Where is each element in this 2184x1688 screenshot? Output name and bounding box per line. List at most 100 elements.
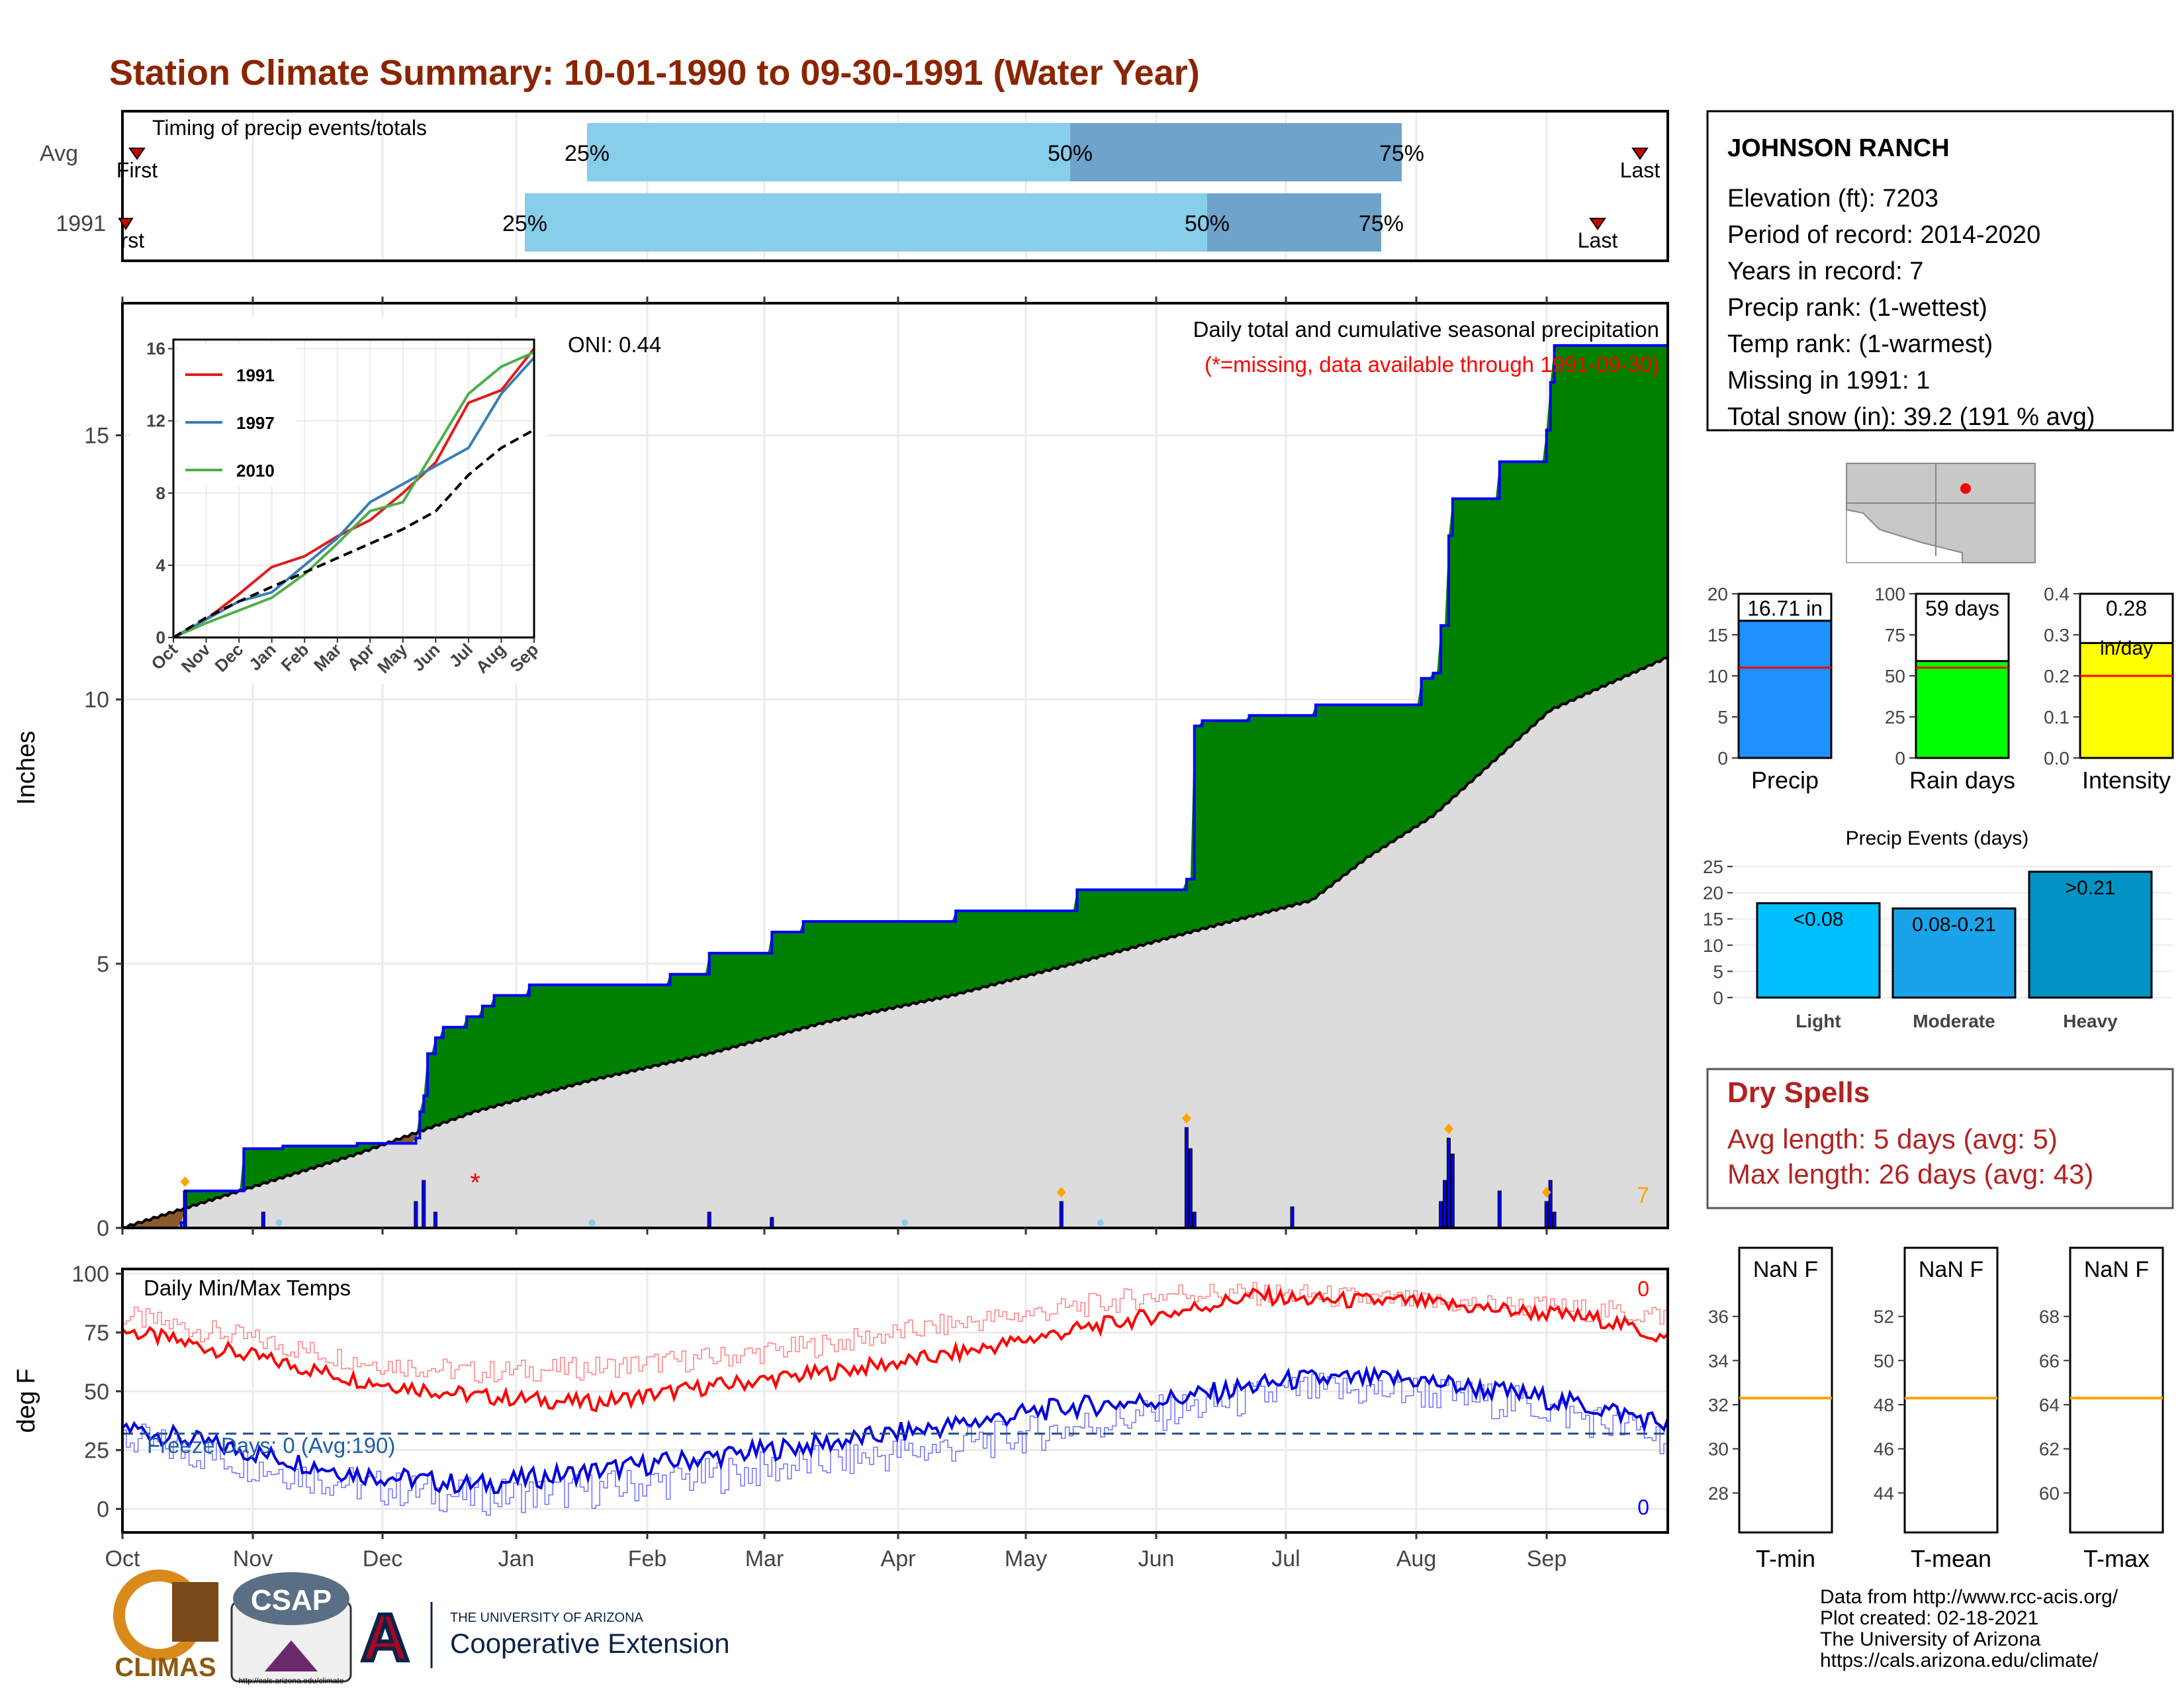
events-bar [1756,902,1881,999]
events-bar-label: Light [1796,1011,1841,1031]
inset-y-tick-label: 4 [156,555,166,575]
daily-precip-bar [770,1217,774,1229]
summary-bar-label: Precip [1751,767,1819,794]
precip-panel-title: Daily total and cumulative seasonal prec… [1193,317,1659,342]
daily-precip-bar [707,1211,711,1229]
daily-precip-bar [1439,1201,1443,1229]
dry-spells-title: Dry Spells [1727,1076,1870,1109]
max-temp-avg-line [122,1282,1668,1383]
summary-bar-value: 0.28 [2106,596,2147,620]
temp-box-tick-label: 30 [1708,1439,1729,1460]
precip-events-bars: 0 5 10 15 20 25 <0.08 Light 0.08-0.21 Moderate >0.… [1703,857,2173,1031]
precip-y-axis: 0 5 10 15 [84,424,122,1241]
events-bar-range: <0.08 [1794,908,1844,930]
temp-box-value: NaN F [1753,1257,1818,1282]
month-label: Jun [1138,1546,1175,1571]
temp-box-value: NaN F [1919,1257,1983,1282]
legend-label-2010: 2010 [236,461,275,481]
temp-summary-boxes: NaN F 28 30 32 34 36 T-min NaN F 44 46 48 50 52 T-mea… [1708,1246,2164,1572]
temp-y-label: deg F [13,1368,40,1432]
summary-bar-fill [1915,660,2010,759]
inset-y-tick-label: 16 [146,339,165,359]
avg-cumulative-line [122,656,1668,1229]
temp-box-value: NaN F [2084,1257,2149,1282]
daily-precip-bar [183,1190,187,1229]
timing-avg-bar-late [1070,123,1402,181]
daily-precip-bar [1443,1180,1447,1229]
inset-y-tick-label: 12 [146,411,165,431]
month-label: Oct [105,1546,140,1571]
inset-series-2010 [173,351,535,639]
station-years: Years in record: 7 [1727,258,1923,285]
cumulative-1991-line [122,344,1668,1229]
station-snow: Total snow (in): 39.2 (191 % avg) [1727,403,2095,431]
map-states [1846,463,2036,563]
freeze-days: Freeze Days: 0 (Avg:190) [147,1433,395,1458]
summary-bar-tick-label: 0 [1895,748,1905,769]
temp-y-tick-label: 0 [97,1497,109,1522]
temp-y-tick-label: 100 [71,1262,109,1287]
ua-big-text: Cooperative Extension [450,1628,730,1659]
temp-box-tick-label: 28 [1708,1483,1729,1503]
legend-label-1997: 1997 [236,413,275,433]
month-label: Apr [881,1546,916,1571]
daily-precip-bar [1192,1211,1197,1229]
missing-marker: * [470,1168,480,1197]
month-label: Aug [1396,1546,1437,1571]
summary-bar-fill [1737,620,1833,759]
daily-precip-bar [261,1211,265,1229]
precip-y-tick-label: 15 [84,424,109,449]
temp-box-tick-label: 60 [2039,1483,2060,1503]
daily-precip-bar [1059,1201,1064,1229]
summary-bar-fill [2079,641,2174,759]
station-location-dot [1960,483,1971,494]
station-precip-rank: Precip rank: (1-wettest) [1727,294,1987,322]
events-bar-label: Moderate [1913,1011,1995,1031]
timing-avg-p50: 50% [1048,141,1093,166]
temp-box-tick-label: 68 [2039,1307,2060,1327]
precip-panel: 0 5 10 15 Daily total and cumulative season… [13,297,1669,1241]
inset-legend: 1991 1997 2010 [179,344,296,486]
station-info-box: JOHNSON RANCH Elevation (ft): 7203 Perio… [1706,110,2174,432]
dry-spells-max: Max length: 26 days (avg: 43) [1727,1158,2093,1190]
ua-a-mark: A [361,1601,409,1675]
csap-url: http://cals.arizona.edu/climate [239,1676,344,1685]
daily-precip-bar [1552,1211,1557,1229]
temp-box-tick-label: 46 [1874,1439,1894,1460]
timing-1991-bar-early [525,193,1207,252]
snow-marker [1097,1219,1104,1226]
inset-y-tick-label: 8 [156,483,165,503]
precip-x-ticks [121,297,1548,1235]
summary-bar-tick-label: 0.2 [2044,666,2070,686]
month-label: Jul [1271,1546,1300,1571]
daily-max-marker [180,1176,190,1188]
temp-box-tick-label: 66 [2039,1350,2060,1371]
csap-logo: CSAP http://cals.arizona.edu/climate [230,1572,352,1685]
precip-y-tick-label: 5 [97,952,109,977]
precip-y-label: Inches [13,731,40,805]
precip-frame [121,302,1669,1229]
temp-box-tick-label: 36 [1708,1307,1729,1327]
temp-box-tick-label: 44 [1874,1483,1894,1503]
max-count: 0 [1637,1277,1649,1301]
summary-bar-tick-label: 0.0 [2044,748,2070,769]
daily-precip-bar [433,1211,437,1229]
temp-box-tick-label: 50 [1874,1350,1894,1371]
events-tick-label: 10 [1703,935,1723,956]
timing-avg-last: Last [1620,158,1661,182]
temp-box-tick-label: 52 [1874,1307,1894,1327]
month-label: Mar [745,1546,784,1571]
month-label: Nov [233,1546,273,1571]
ua-logo: A THE UNIVERSITY OF ARIZONA Cooperative … [359,1599,730,1677]
precip-y-tick-label: 0 [97,1216,109,1241]
timing-1991-first-marker [118,218,134,230]
daily-max-marker [1181,1113,1191,1124]
temp-grid [124,1270,1666,1531]
temp-frame [121,1268,1669,1534]
events-tick-label: 25 [1703,857,1723,877]
summary-bar-label: Rain days [1909,767,2015,794]
events-bar-range: >0.21 [2066,877,2116,899]
summary-bar-tick-label: 10 [1707,666,1728,686]
timing-panel: Timing of precip events/totals Avg 25% 5… [40,110,1669,262]
timing-row-label-1991: 1991 [56,211,106,236]
